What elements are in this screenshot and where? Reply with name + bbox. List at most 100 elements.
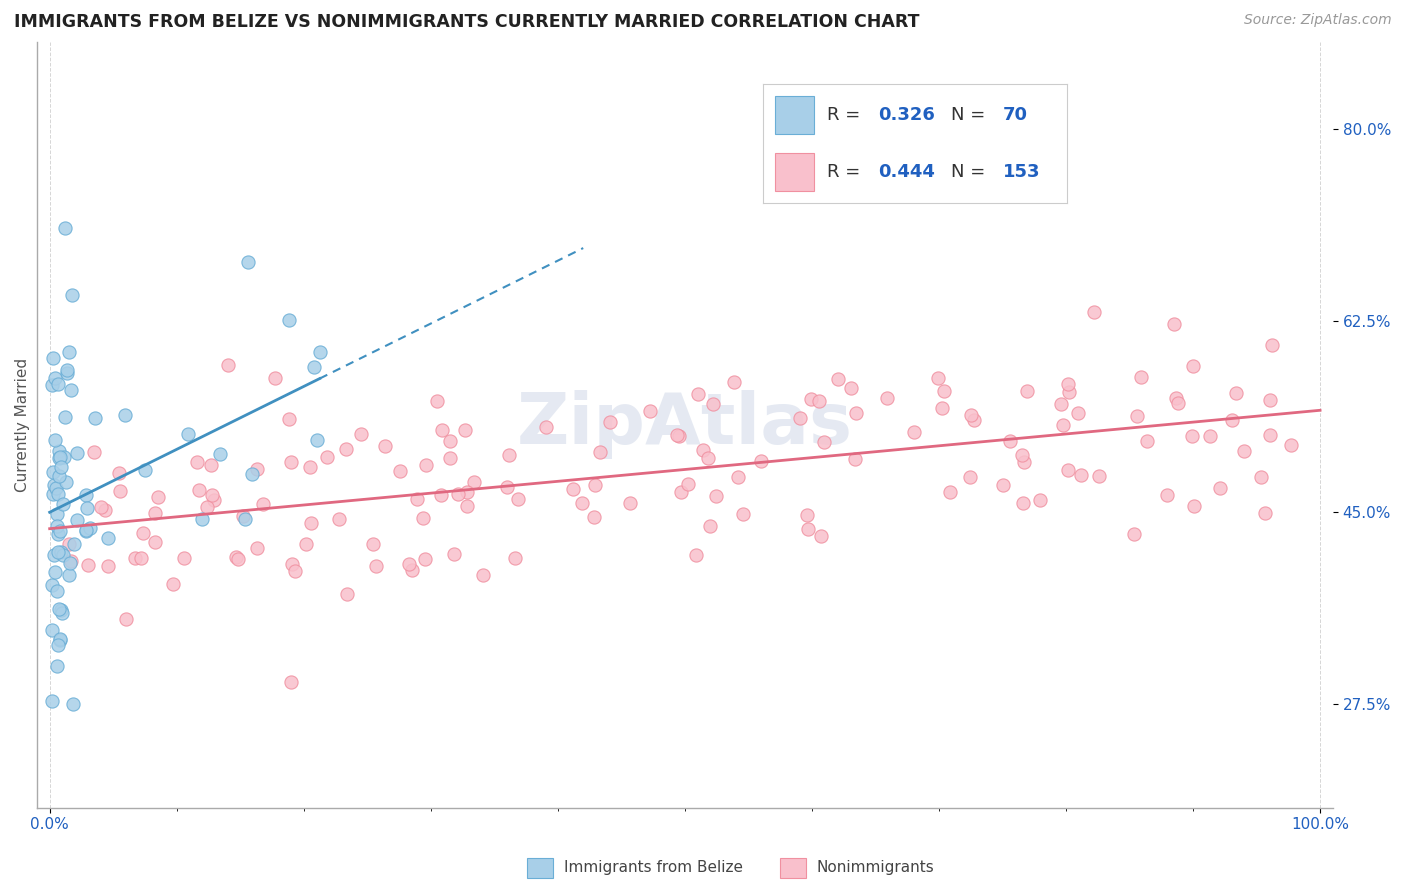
- Point: [1066, 406, 1088, 420]
- Point: [671, 484, 693, 499]
- Point: [304, 359, 326, 374]
- Point: [48, 601, 70, 615]
- Point: [927, 370, 949, 384]
- Point: [240, 467, 263, 482]
- Point: [335, 442, 357, 456]
- Point: [84, 411, 107, 425]
- Point: [44, 565, 66, 579]
- Point: [280, 674, 302, 689]
- Point: [1220, 413, 1243, 427]
- Text: ZipAtlas: ZipAtlas: [517, 390, 853, 459]
- Point: [76, 501, 98, 516]
- Point: [454, 423, 477, 437]
- Point: [225, 549, 247, 564]
- Point: [308, 345, 330, 359]
- Point: [59, 556, 82, 570]
- Point: [685, 548, 707, 562]
- Point: [328, 512, 350, 526]
- Point: [53, 220, 76, 235]
- Point: [676, 477, 699, 491]
- Point: [688, 386, 710, 401]
- Point: [52, 549, 75, 563]
- Point: [998, 434, 1021, 449]
- Point: [49, 545, 72, 559]
- Point: [1199, 429, 1222, 443]
- Point: [702, 397, 724, 411]
- Point: [44, 433, 66, 447]
- Point: [813, 435, 835, 450]
- Point: [134, 463, 156, 477]
- Point: [471, 568, 494, 582]
- Point: [876, 391, 898, 405]
- Point: [48, 450, 70, 465]
- Point: [349, 427, 371, 442]
- Point: [692, 442, 714, 457]
- Point: [903, 425, 925, 439]
- Point: [731, 507, 754, 521]
- Point: [389, 464, 412, 478]
- Point: [1123, 526, 1146, 541]
- Point: [52, 450, 75, 464]
- Point: [59, 384, 82, 398]
- Point: [668, 429, 690, 443]
- Point: [991, 477, 1014, 491]
- Point: [1126, 409, 1149, 424]
- Point: [114, 409, 136, 423]
- Point: [583, 478, 606, 492]
- Point: [699, 519, 721, 533]
- Point: [810, 529, 832, 543]
- Point: [463, 475, 485, 489]
- Point: [959, 470, 981, 484]
- Point: [56, 366, 79, 380]
- Point: [202, 492, 225, 507]
- Point: [280, 455, 302, 469]
- Point: [51, 606, 73, 620]
- Point: [1011, 448, 1033, 462]
- Point: [723, 375, 745, 389]
- Point: [55, 475, 77, 489]
- Point: [1258, 428, 1281, 442]
- Point: [143, 506, 166, 520]
- Point: [53, 409, 76, 424]
- Point: [827, 372, 849, 386]
- Point: [295, 537, 318, 551]
- Point: [42, 478, 65, 492]
- Point: [1052, 418, 1074, 433]
- Point: [48, 444, 70, 458]
- Point: [844, 451, 866, 466]
- Point: [45, 583, 67, 598]
- Point: [46, 545, 69, 559]
- Point: [1070, 467, 1092, 482]
- Point: [217, 358, 239, 372]
- Point: [46, 638, 69, 652]
- Point: [60, 553, 83, 567]
- Point: [599, 415, 621, 429]
- Point: [94, 503, 117, 517]
- Point: [364, 558, 387, 573]
- Point: [1225, 386, 1247, 401]
- Point: [246, 541, 269, 555]
- Point: [46, 487, 69, 501]
- Point: [589, 445, 612, 459]
- Point: [49, 459, 72, 474]
- Point: [413, 552, 436, 566]
- Point: [315, 450, 337, 464]
- Point: [48, 524, 70, 538]
- Point: [1057, 463, 1080, 477]
- Point: [796, 523, 818, 537]
- Point: [41, 578, 63, 592]
- Point: [845, 406, 868, 420]
- Point: [195, 500, 218, 515]
- Point: [115, 612, 138, 626]
- Point: [796, 508, 818, 522]
- Point: [52, 497, 75, 511]
- Point: [1167, 396, 1189, 410]
- Point: [49, 633, 72, 648]
- Point: [562, 482, 585, 496]
- Point: [226, 552, 249, 566]
- Point: [959, 408, 981, 422]
- Point: [263, 371, 285, 385]
- Point: [132, 525, 155, 540]
- Point: [1209, 481, 1232, 495]
- Point: [1166, 391, 1188, 405]
